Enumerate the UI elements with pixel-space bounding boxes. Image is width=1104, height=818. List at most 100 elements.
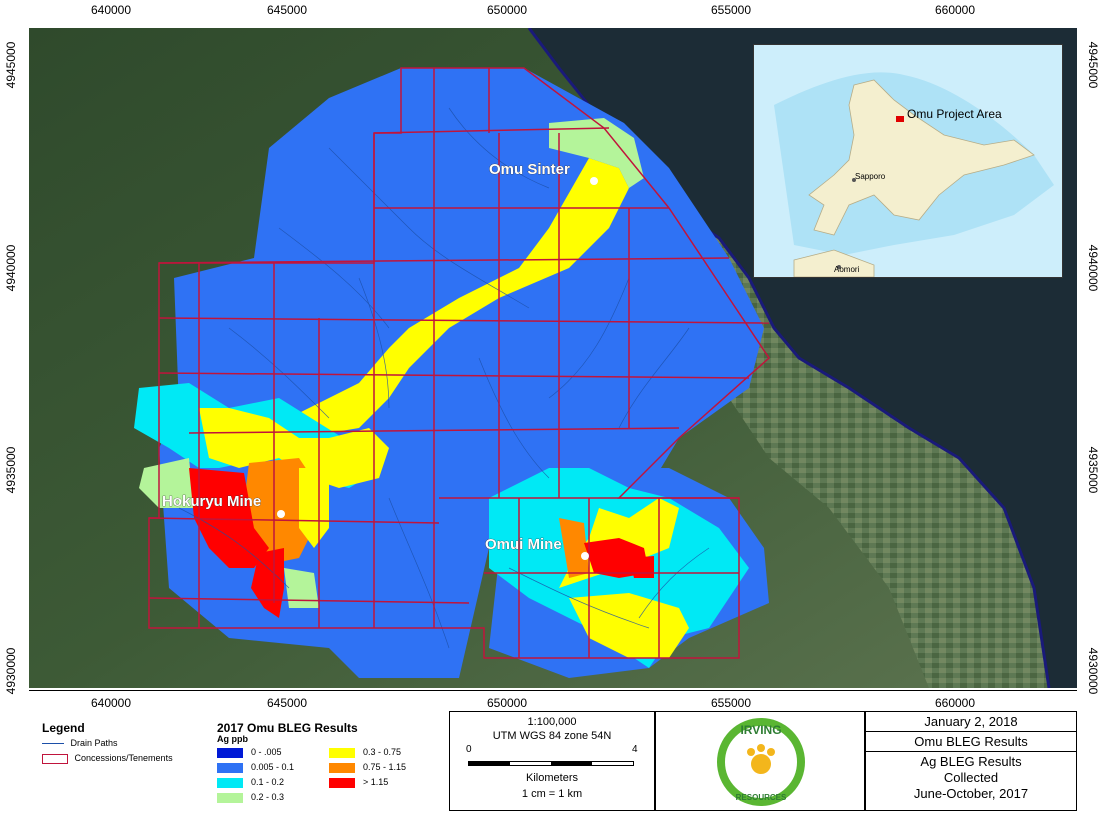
logo-panel: IRVING RESOURCES (655, 711, 865, 811)
omu-sinter-marker[interactable] (590, 177, 598, 185)
class-swatch (329, 747, 355, 758)
drain-path-swatch (42, 743, 64, 745)
results-unit: Ag ppb (217, 734, 248, 744)
hokkaido-island (808, 79, 1035, 236)
omu-sinter-label: Omu Sinter (489, 161, 570, 178)
class-label: 0.75 - 1.15 (363, 762, 407, 772)
omui-mine-label: Omui Mine (485, 536, 562, 553)
x-tick-bottom: 660000 (934, 696, 976, 710)
logo-paw-toe (757, 744, 765, 752)
drain-path (178, 507, 290, 589)
drain-path (358, 277, 390, 409)
class-label: 0.005 - 0.1 (251, 762, 295, 772)
catchment-yellow-hokuryu-east (299, 468, 329, 548)
detail-cell: Ag BLEG Results Collected June-October, … (866, 754, 1076, 802)
drain-path (328, 147, 530, 309)
scale-bar (468, 761, 634, 766)
class-item: 0.3 - 0.75 (329, 747, 401, 758)
catchments (134, 68, 769, 678)
x-tick-top: 645000 (266, 3, 308, 17)
date-cell: January 2, 2018 (866, 712, 1076, 732)
concession-line (373, 127, 610, 134)
scale-units: Kilometers (526, 772, 578, 784)
concession-line (148, 597, 470, 604)
sapporo-marker (852, 178, 856, 182)
honshu-island (793, 249, 875, 277)
concessions (148, 67, 770, 659)
logo-word-top: IRVING (740, 723, 781, 737)
catchment-green-hokuryu-south (284, 568, 319, 608)
y-tick-right: 4930000 (1086, 647, 1100, 695)
aomori-marker (837, 265, 841, 269)
scale-ratio: 1:100,000 (527, 716, 577, 728)
logo-paw-toe (767, 748, 775, 756)
legend-bar: Legend Drain Paths Concessions/Tenements… (29, 690, 1077, 817)
catchment-orange-omui (559, 518, 589, 578)
class-swatch (217, 747, 243, 758)
detail-line-3: June-October, 2017 (913, 786, 1029, 801)
project-area-label: Omu Project Area (907, 107, 1002, 121)
detail-line-1: Ag BLEG Results (920, 754, 1022, 769)
y-tick-right: 4945000 (1086, 41, 1100, 89)
map-canvas[interactable]: Omu Sinter Hokuryu Mine Omui Mine (29, 28, 1077, 688)
concession-label: Concessions/Tenements (74, 753, 173, 763)
concession-line (158, 317, 770, 324)
class-item: 0.005 - 0.1 (217, 762, 294, 773)
inset-map[interactable]: Omu Project Area Sapporo Aomori (753, 44, 1063, 278)
concession-line (158, 257, 730, 264)
legend-concessions-item: Concessions/Tenements (42, 753, 173, 764)
omui-mine-marker[interactable] (581, 552, 589, 560)
y-tick-left: 4930000 (4, 647, 18, 695)
concession-line (148, 517, 440, 524)
class-item: 0.75 - 1.15 (329, 762, 406, 773)
x-tick-bottom: 655000 (710, 696, 752, 710)
catchment-red-hokuryu (189, 468, 269, 568)
x-tick-bottom: 645000 (266, 696, 308, 710)
class-item: > 1.15 (329, 777, 388, 788)
legend-title: Legend (42, 721, 85, 735)
sapporo-label: Sapporo (855, 172, 886, 181)
logo-paw-pad (751, 754, 771, 774)
project-area-marker[interactable] (896, 116, 904, 122)
class-label: 0 - .005 (251, 747, 282, 757)
x-tick-top: 640000 (90, 3, 132, 17)
irving-logo: IRVING RESOURCES (713, 716, 809, 808)
crs-label: UTM WGS 84 zone 54N (492, 730, 612, 742)
scale-conversion: 1 cm = 1 km (521, 788, 583, 800)
drain-path (618, 327, 690, 429)
drain-path (508, 567, 650, 629)
title-cell: Omu BLEG Results (866, 732, 1076, 752)
results-title: 2017 Omu BLEG Results (217, 721, 358, 735)
class-swatch (217, 777, 243, 788)
hokuryu-mine-label: Hokuryu Mine (162, 493, 261, 510)
class-item: 0.2 - 0.3 (217, 792, 284, 803)
site-markers[interactable] (277, 177, 598, 560)
drain-path-label: Drain Paths (70, 738, 118, 748)
catchment-green-west (139, 458, 194, 508)
class-label: > 1.15 (363, 777, 389, 787)
class-swatch (329, 777, 355, 788)
class-swatch (217, 792, 243, 803)
y-tick-left: 4935000 (4, 446, 18, 494)
x-tick-bottom: 640000 (90, 696, 132, 710)
hokuryu-mine-marker[interactable] (277, 510, 285, 518)
concession-outline (148, 67, 770, 659)
aomori-label: Aomori (834, 265, 860, 274)
class-swatch (329, 762, 355, 773)
drain-path (638, 547, 710, 619)
catchment-green-north (549, 118, 644, 188)
drain-path (278, 227, 390, 329)
legend-drain-item: Drain Paths (42, 738, 118, 748)
class-swatch (217, 762, 243, 773)
y-tick-left: 4940000 (4, 244, 18, 292)
class-item: 0 - .005 (217, 747, 282, 758)
logo-paw-toe (747, 748, 755, 756)
scale-max: 4 (632, 744, 638, 755)
x-tick-top: 650000 (486, 3, 528, 17)
drain-paths (178, 107, 710, 649)
inset-svg (754, 45, 1062, 277)
class-label: 0.1 - 0.2 (251, 777, 285, 787)
drain-path (448, 107, 550, 189)
class-label: 0.3 - 0.75 (363, 747, 402, 757)
drain-path (478, 357, 550, 479)
